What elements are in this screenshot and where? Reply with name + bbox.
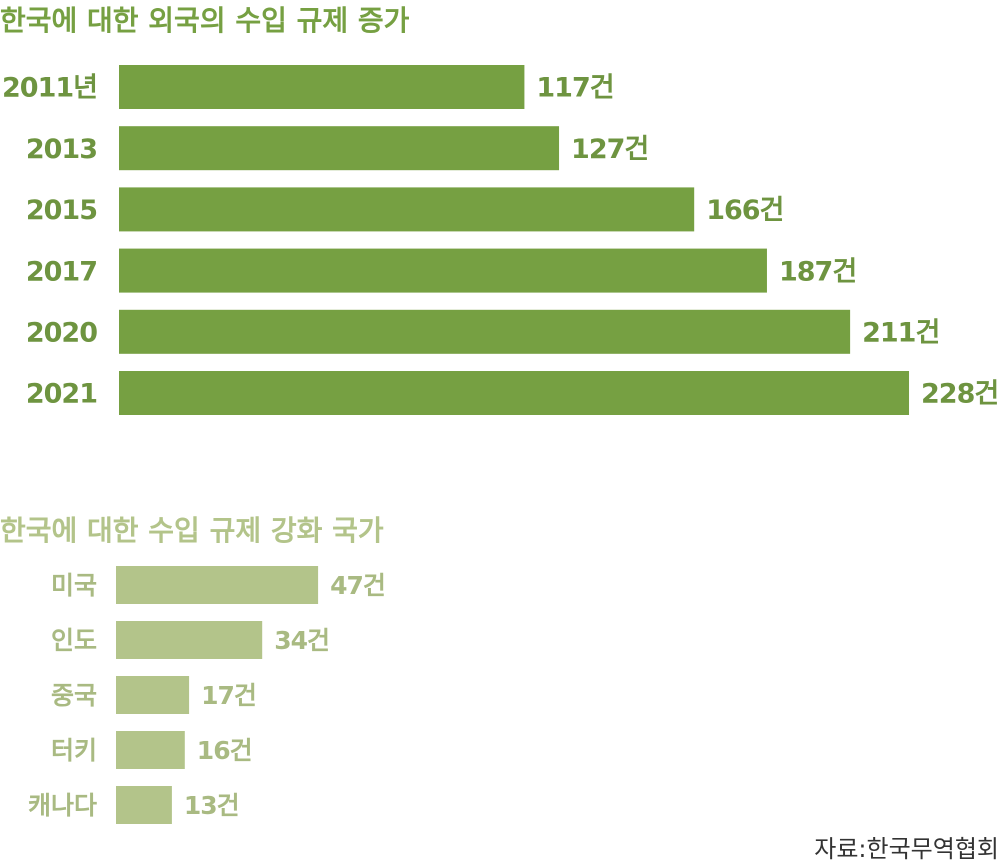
chart1-category-label: 2017 [26,256,97,287]
chart1-category-label: 2015 [26,195,97,226]
chart2-bar [116,676,190,714]
chart2-title: 한국에 대한 수입 규제 강화 국가 [0,514,384,547]
chart1-bar [119,309,851,354]
chart1-value-label: 187건 [779,256,856,287]
chart1-category-label: 2020 [26,318,97,349]
chart1-category-label: 2011년 [2,73,97,104]
source-note: 자료:한국무역협회 [814,835,999,863]
chart1-bar [119,187,695,232]
chart1-value-label: 211건 [862,318,939,349]
chart2-value-label: 34건 [274,626,329,655]
chart2-value-label: 47건 [330,571,385,600]
chart2-category-label: 캐나다 [28,791,97,820]
chart2-value-label: 17건 [201,681,256,710]
chart1-category-label: 2013 [26,134,97,165]
chart1-bars: 2011년 117건 2013 127건 2015 166건 2017 187건 2020 211… [2,65,999,415]
chart1-title: 한국에 대한 외국의 수입 규제 증가 [0,4,410,37]
chart1-bar [119,65,525,109]
chart1-value-label: 127건 [571,134,648,165]
chart2-category-label: 인도 [51,626,97,655]
chart2-bar [116,566,319,604]
chart1-bar [119,126,560,171]
chart1-value-label: 117건 [536,73,613,104]
chart1-value-label: 228건 [921,379,998,410]
chart1-category-label: 2021 [26,379,97,410]
chart2-bar [116,786,172,824]
chart2-bar [116,621,263,659]
chart2-category-label: 중국 [51,681,97,710]
chart2-bar [116,731,185,769]
chart2-category-label: 미국 [51,571,97,600]
chart2-value-label: 13건 [184,791,239,820]
chart1-bar [119,371,910,415]
chart2-value-label: 16건 [197,736,252,765]
chart1-value-label: 166건 [706,195,783,226]
chart2-category-label: 터키 [51,736,97,765]
chart1-bar [119,248,767,293]
